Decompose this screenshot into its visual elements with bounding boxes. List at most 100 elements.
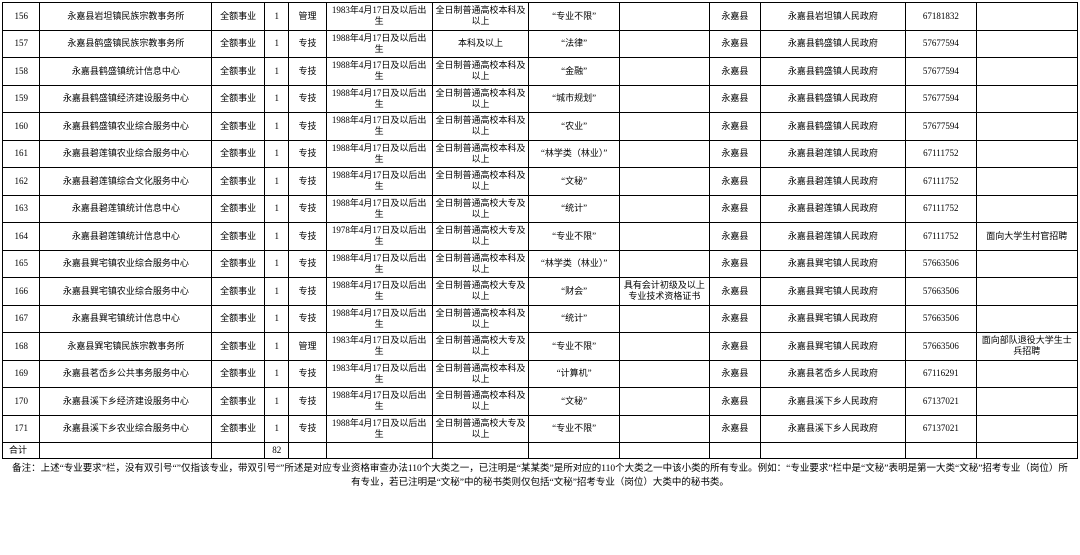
cell-edu: 全日制普通高校大专及以上 — [432, 415, 529, 443]
cell-note — [976, 415, 1077, 443]
cell-num: 1 — [265, 113, 289, 141]
cell-edu: 全日制普通高校本科及以上 — [432, 360, 529, 388]
table-row: 171永嘉县溪下乡农业综合服务中心全额事业1专技1988年4月17日及以后出生全… — [3, 415, 1078, 443]
cell-cert — [619, 305, 709, 333]
cell-cty: 永嘉县 — [710, 305, 761, 333]
cell-tel: 67111752 — [906, 223, 976, 251]
cell-type: 全额事业 — [212, 250, 265, 278]
cell-dept: 永嘉县碧莲镇综合文化服务中心 — [40, 168, 212, 196]
cell-dob: 1988年4月17日及以后出生 — [326, 140, 432, 168]
cell-major: “专业不限” — [529, 333, 619, 361]
table-row: 161永嘉县碧莲镇农业综合服务中心全额事业1专技1988年4月17日及以后出生全… — [3, 140, 1078, 168]
cell-cat: 专技 — [289, 168, 326, 196]
cell-tel: 57677594 — [906, 85, 976, 113]
cell-type: 全额事业 — [212, 333, 265, 361]
cell-type: 全额事业 — [212, 360, 265, 388]
table-row: 156永嘉县岩坦镇民族宗教事务所全额事业1管理1983年4月17日及以后出生全日… — [3, 3, 1078, 31]
cell-major: “农业” — [529, 113, 619, 141]
cell-cert — [619, 223, 709, 251]
table-row: 159永嘉县鹤盛镇经济建设服务中心全额事业1专技1988年4月17日及以后出生全… — [3, 85, 1078, 113]
cell-cat: 专技 — [289, 85, 326, 113]
cell-num: 1 — [265, 30, 289, 58]
cell-note — [976, 3, 1077, 31]
total-cell-gov — [760, 443, 905, 459]
cell-major: “计算机” — [529, 360, 619, 388]
cell-dob: 1988年4月17日及以后出生 — [326, 58, 432, 86]
cell-dept: 永嘉县巽宅镇农业综合服务中心 — [40, 250, 212, 278]
total-cell-tel — [906, 443, 976, 459]
cell-idx: 170 — [3, 388, 40, 416]
cell-num: 1 — [265, 388, 289, 416]
cell-idx: 161 — [3, 140, 40, 168]
cell-cty: 永嘉县 — [710, 278, 761, 306]
cell-dept: 永嘉县溪下乡经济建设服务中心 — [40, 388, 212, 416]
cell-dept: 永嘉县鹤盛镇经济建设服务中心 — [40, 85, 212, 113]
cell-tel: 67111752 — [906, 168, 976, 196]
cell-dob: 1988年4月17日及以后出生 — [326, 85, 432, 113]
cell-major: “法律” — [529, 30, 619, 58]
cell-dept: 永嘉县碧莲镇统计信息中心 — [40, 223, 212, 251]
cell-major: “统计” — [529, 195, 619, 223]
cell-gov: 永嘉县碧莲镇人民政府 — [760, 195, 905, 223]
table-row: 169永嘉县茗岙乡公共事务服务中心全额事业1专技1983年4月17日及以后出生全… — [3, 360, 1078, 388]
table-body: 156永嘉县岩坦镇民族宗教事务所全额事业1管理1983年4月17日及以后出生全日… — [3, 3, 1078, 459]
cell-cat: 专技 — [289, 305, 326, 333]
cell-idx: 171 — [3, 415, 40, 443]
table-row: 168永嘉县巽宅镇民族宗教事务所全额事业1管理1983年4月17日及以后出生全日… — [3, 333, 1078, 361]
cell-idx: 169 — [3, 360, 40, 388]
cell-num: 1 — [265, 85, 289, 113]
cell-idx: 167 — [3, 305, 40, 333]
cell-tel: 57677594 — [906, 30, 976, 58]
total-cell-dob — [326, 443, 432, 459]
cell-idx: 163 — [3, 195, 40, 223]
cell-type: 全额事业 — [212, 278, 265, 306]
cell-cat: 专技 — [289, 195, 326, 223]
cell-cat: 专技 — [289, 360, 326, 388]
table-row: 170永嘉县溪下乡经济建设服务中心全额事业1专技1988年4月17日及以后出生全… — [3, 388, 1078, 416]
cell-type: 全额事业 — [212, 305, 265, 333]
cell-idx: 164 — [3, 223, 40, 251]
cell-cty: 永嘉县 — [710, 388, 761, 416]
cell-cert — [619, 3, 709, 31]
cell-idx: 156 — [3, 3, 40, 31]
cell-cert — [619, 195, 709, 223]
cell-num: 1 — [265, 278, 289, 306]
cell-note — [976, 305, 1077, 333]
cell-dob: 1988年4月17日及以后出生 — [326, 30, 432, 58]
cell-num: 1 — [265, 333, 289, 361]
cell-dept: 永嘉县巽宅镇民族宗教事务所 — [40, 333, 212, 361]
cell-type: 全额事业 — [212, 415, 265, 443]
cell-gov: 永嘉县鹤盛镇人民政府 — [760, 113, 905, 141]
cell-idx: 160 — [3, 113, 40, 141]
cell-cert — [619, 58, 709, 86]
cell-dept: 永嘉县茗岙乡公共事务服务中心 — [40, 360, 212, 388]
cell-edu: 全日制普通高校本科及以上 — [432, 388, 529, 416]
cell-dept: 永嘉县溪下乡农业综合服务中心 — [40, 415, 212, 443]
cell-dept: 永嘉县碧莲镇农业综合服务中心 — [40, 140, 212, 168]
cell-gov: 永嘉县岩坦镇人民政府 — [760, 3, 905, 31]
cell-cat: 专技 — [289, 415, 326, 443]
total-row: 合计82 — [3, 443, 1078, 459]
cell-major: “林学类（林业）” — [529, 140, 619, 168]
cell-note — [976, 58, 1077, 86]
cell-note — [976, 30, 1077, 58]
table-row: 157永嘉县鹤盛镇民族宗教事务所全额事业1专技1988年4月17日及以后出生本科… — [3, 30, 1078, 58]
cell-dob: 1988年4月17日及以后出生 — [326, 113, 432, 141]
cell-gov: 永嘉县巽宅镇人民政府 — [760, 250, 905, 278]
cell-gov: 永嘉县碧莲镇人民政府 — [760, 223, 905, 251]
cell-dob: 1983年4月17日及以后出生 — [326, 3, 432, 31]
cell-dob: 1988年4月17日及以后出生 — [326, 278, 432, 306]
cell-dob: 1988年4月17日及以后出生 — [326, 305, 432, 333]
cell-type: 全额事业 — [212, 85, 265, 113]
cell-cty: 永嘉县 — [710, 333, 761, 361]
cell-cert — [619, 85, 709, 113]
cell-gov: 永嘉县溪下乡人民政府 — [760, 388, 905, 416]
total-cell-cat — [289, 443, 326, 459]
cell-cat: 专技 — [289, 140, 326, 168]
footnote-text: 备注：上述“专业要求”栏，没有双引号“”仅指该专业，带双引号“”所述是对应专业资… — [12, 464, 1068, 488]
cell-type: 全额事业 — [212, 168, 265, 196]
footnote: 备注：上述“专业要求”栏，没有双引号“”仅指该专业，带双引号“”所述是对应专业资… — [2, 463, 1078, 491]
cell-idx: 158 — [3, 58, 40, 86]
cell-idx: 165 — [3, 250, 40, 278]
cell-gov: 永嘉县巽宅镇人民政府 — [760, 278, 905, 306]
